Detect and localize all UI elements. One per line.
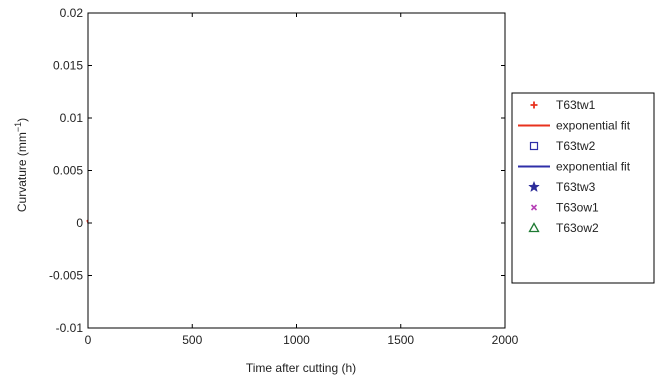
x-axis-label: Time after cutting (h)	[246, 361, 356, 375]
x-tick-label: 500	[182, 333, 202, 347]
y-tick-label: -0.01	[56, 321, 84, 335]
legend-marker-star	[528, 180, 540, 193]
legend: T63tw1 exponential fit T63tw2 exponential f…	[511, 92, 655, 284]
x-tick-label: 0	[85, 333, 92, 347]
y-axis-label: Curvature (mm−1)	[13, 118, 29, 212]
legend-label: exponential fit	[556, 160, 631, 174]
legend-label: exponential fit	[556, 119, 631, 133]
y-tick-label: -0.005	[49, 269, 83, 283]
legend-label: T63ow1	[556, 201, 599, 215]
legend-label: T63tw2	[556, 139, 596, 153]
legend-label: T63tw1	[556, 98, 596, 112]
y-tick-label: 0	[76, 216, 83, 230]
x-tick-label: 1500	[387, 333, 414, 347]
y-tick-label: 0.005	[53, 164, 83, 178]
plot-frame	[87, 12, 506, 329]
axes: 0 500 1000 1500 2000 -0.01 -0.005 0 0.005 0.01 0.0…	[49, 6, 519, 347]
legend-label: T63ow2	[556, 221, 599, 235]
legend-marker-x	[530, 204, 538, 211]
y-axis-label-close: )	[15, 118, 29, 122]
x-tick-label: 2000	[492, 333, 519, 347]
legend-marker-triangle	[528, 222, 540, 233]
y-axis-label-text: Curvature (mm	[15, 132, 29, 212]
x-tick-label: 1000	[283, 333, 310, 347]
y-axis-label-exponent: −1	[13, 122, 23, 132]
y-tick-label: 0.015	[53, 59, 83, 73]
legend-marker-plus	[530, 101, 538, 109]
y-tick-label: 0.02	[60, 6, 84, 20]
legend-label: T63tw3	[556, 180, 596, 194]
legend-marker-square	[529, 141, 539, 151]
y-tick-label: 0.01	[60, 111, 84, 125]
